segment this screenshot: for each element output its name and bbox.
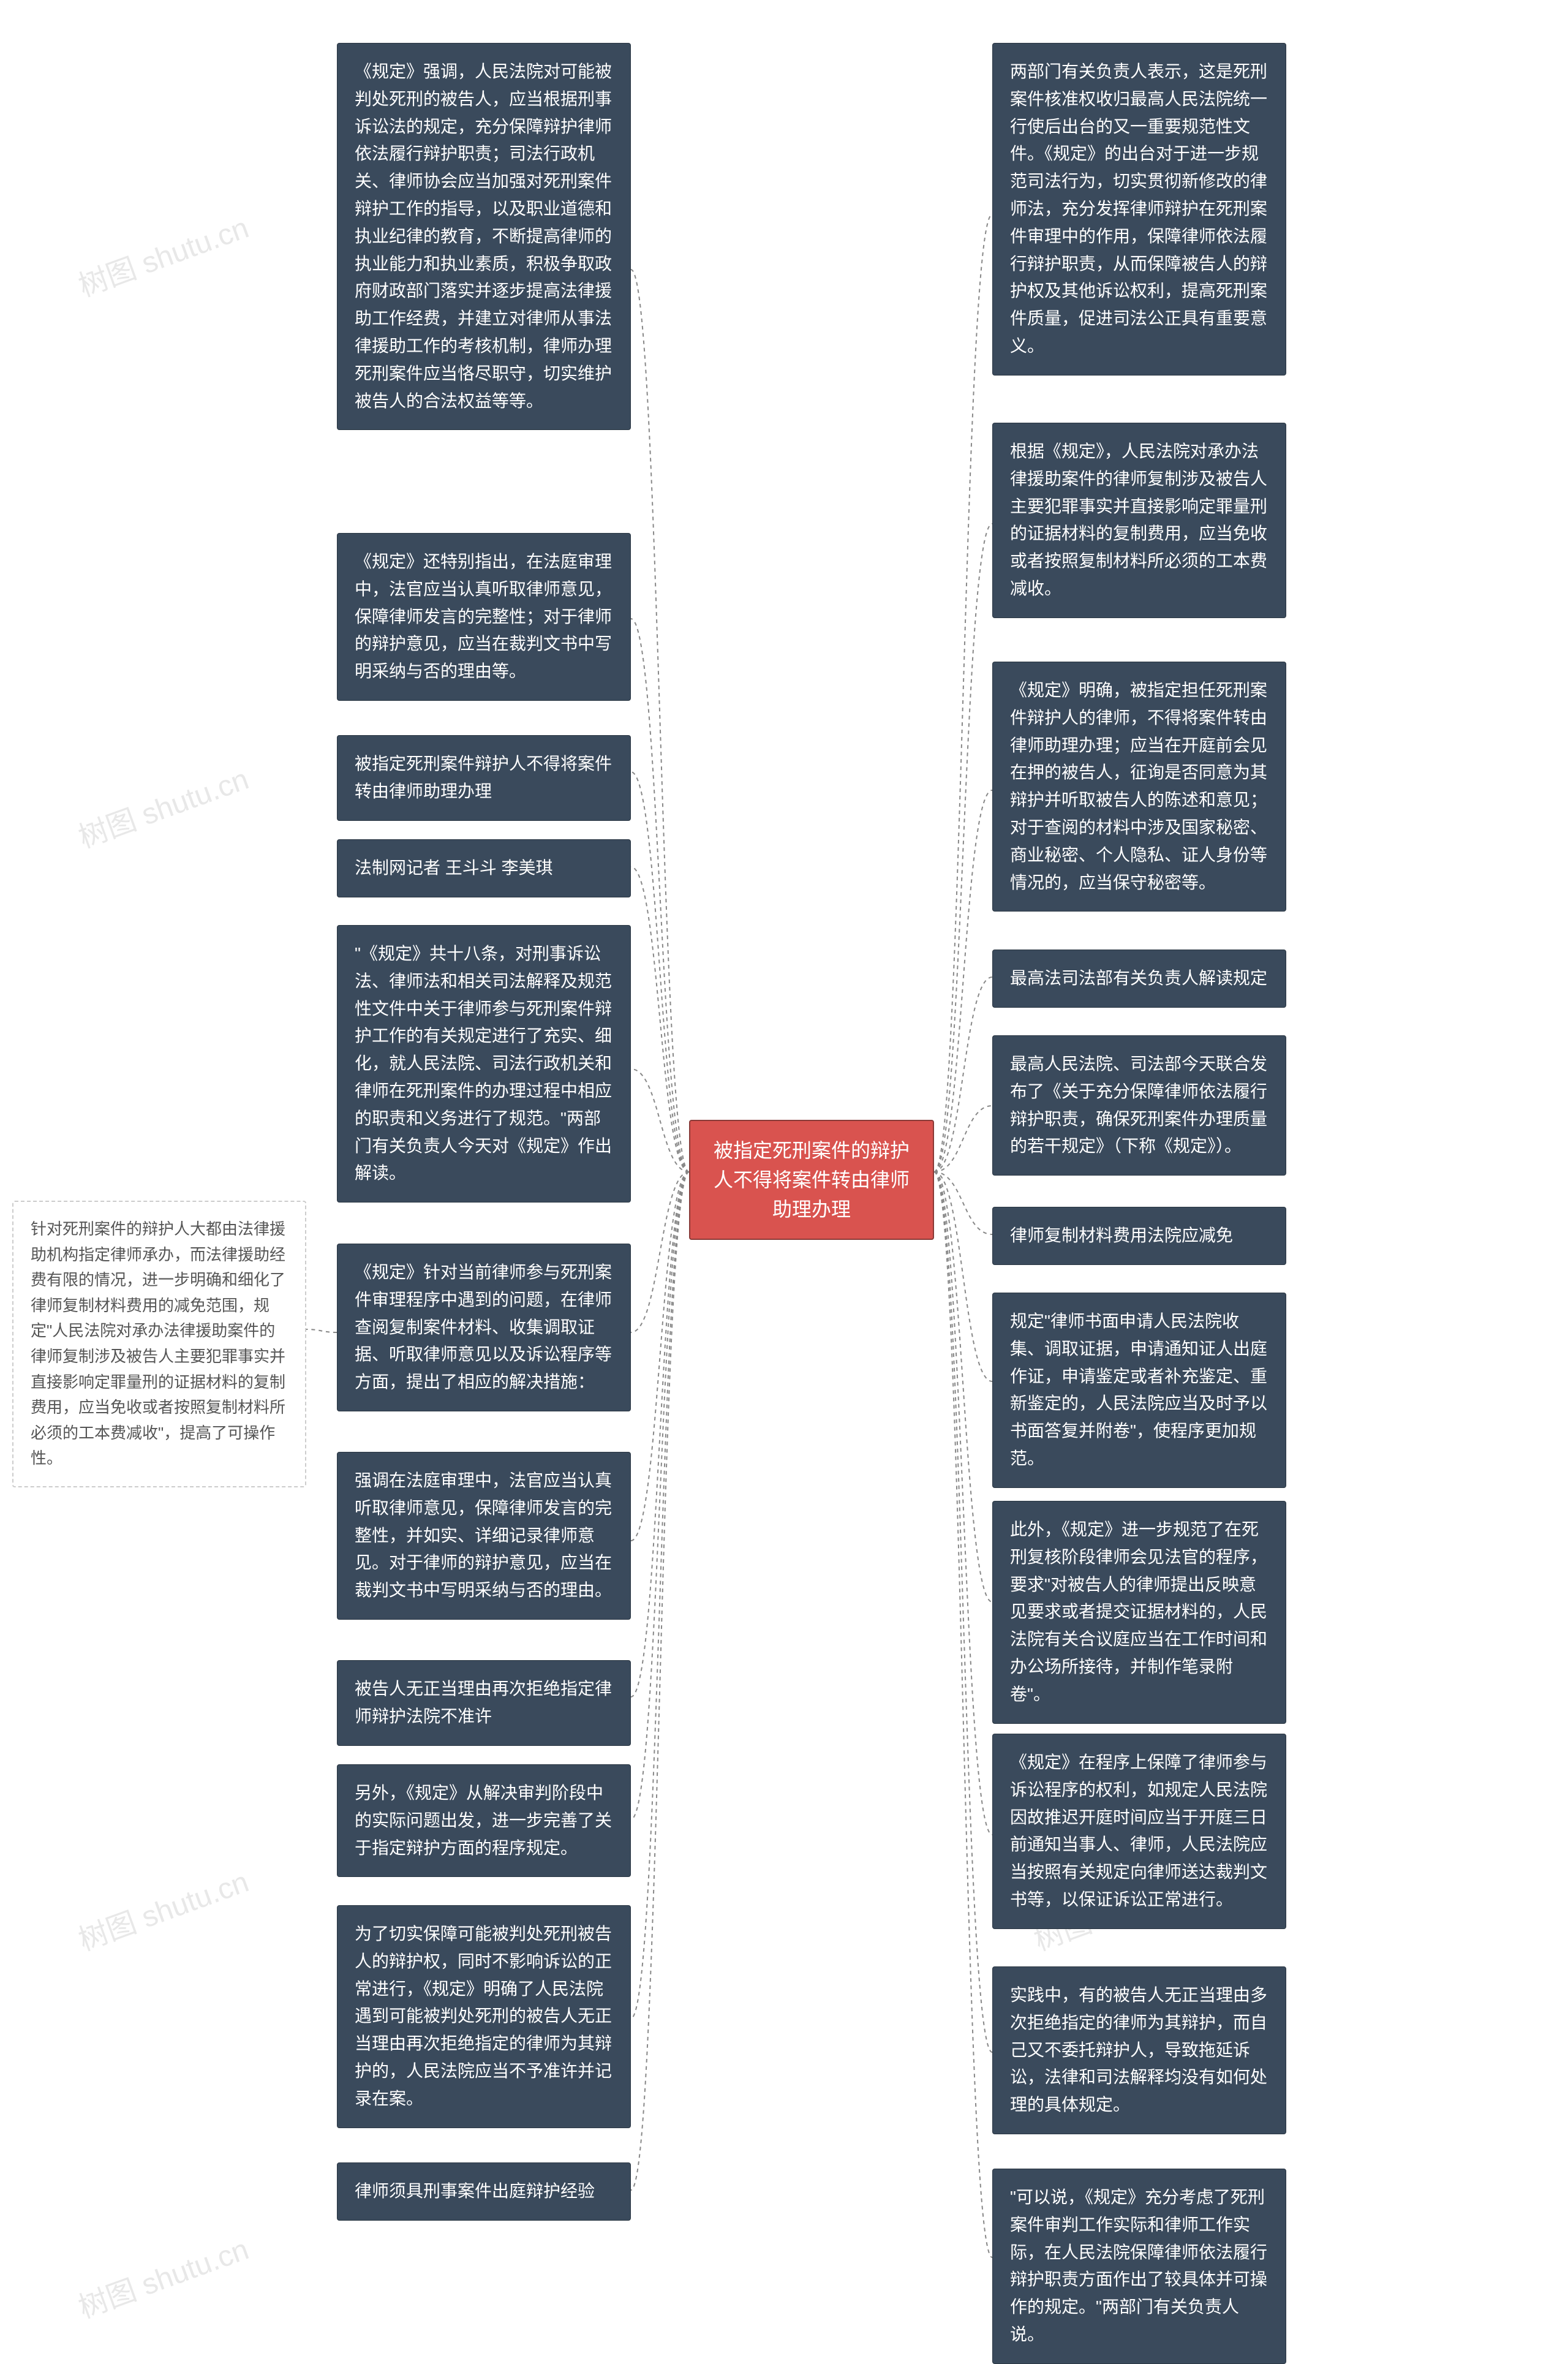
connector-line xyxy=(631,1172,689,1697)
mindmap-node: 为了切实保障可能被判处死刑被告人的辩护权，同时不影响诉讼的正常进行，《规定》明确… xyxy=(337,1905,631,2128)
mindmap-node: 针对死刑案件的辩护人大都由法律援助机构指定律师承办，而法律援助经费有限的情况，进… xyxy=(12,1201,306,1487)
connector-line xyxy=(631,1172,689,2190)
connector-line xyxy=(631,1172,689,1819)
mindmap-node: 律师须具刑事案件出庭辩护经验 xyxy=(337,2162,631,2221)
mindmap-node: "《规定》共十八条，对刑事诉讼法、律师法和相关司法解释及规范性文件中关于律师参与… xyxy=(337,925,631,1203)
connector-line xyxy=(631,1069,689,1172)
connector-line xyxy=(934,214,992,1172)
mindmap-node: 此外，《规定》进一步规范了在死刑复核阶段律师会见法官的程序，要求"对被告人的律师… xyxy=(992,1501,1286,1724)
mindmap-node: 另外，《规定》从解决审判阶段中的实际问题出发，进一步完善了关于指定辩护方面的程序… xyxy=(337,1764,631,1877)
watermark: 树图 shutu.cn xyxy=(72,2225,254,2326)
mindmap-node: 律师复制材料费用法院应减免 xyxy=(992,1207,1286,1265)
connector-line xyxy=(934,790,992,1172)
connector-line xyxy=(934,1172,992,2257)
mindmap-node: 被指定死刑案件辩护人不得将案件转由律师助理办理 xyxy=(337,735,631,821)
watermark: 树图 shutu.cn xyxy=(72,203,254,304)
mindmap-node: 《规定》针对当前律师参与死刑案件审理程序中遇到的问题，在律师查阅复制案件材料、收… xyxy=(337,1244,631,1411)
connector-line xyxy=(934,1106,992,1172)
mindmap-node: 被告人无正当理由再次拒绝指定律师辩护法院不准许 xyxy=(337,1660,631,1746)
connector-line xyxy=(631,619,689,1172)
mindmap-node: 根据《规定》，人民法院对承办法律援助案件的律师复制涉及被告人主要犯罪事实并直接影… xyxy=(992,423,1286,618)
mindmap-node: 强调在法庭审理中，法官应当认真听取律师意见，保障律师发言的完整性，并如实、详细记… xyxy=(337,1452,631,1620)
connector-line xyxy=(934,1172,992,1234)
mindmap-node: 实践中，有的被告人无正当理由多次拒绝指定的律师为其辩护，而自己又不委托辩护人，导… xyxy=(992,1966,1286,2134)
mindmap-node: 《规定》在程序上保障了律师参与诉讼程序的权利，如规定人民法院因故推迟开庭时间应当… xyxy=(992,1734,1286,1929)
connector-line xyxy=(306,1329,337,1332)
connector-line xyxy=(934,524,992,1172)
mindmap-node: 《规定》还特别指出，在法庭审理中，法官应当认真听取律师意见，保障律师发言的完整性… xyxy=(337,533,631,701)
connector-line xyxy=(631,270,689,1172)
connector-line xyxy=(934,1172,992,1381)
connector-line xyxy=(631,1172,689,2018)
mindmap-node: "可以说，《规定》充分考虑了死刑案件审判工作实际和律师工作实际，在人民法院保障律… xyxy=(992,2169,1286,2364)
mindmap-node: 两部门有关负责人表示，这是死刑案件核准权收归最高人民法院统一行使后出台的又一重要… xyxy=(992,43,1286,376)
mindmap-node: 最高法司法部有关负责人解读规定 xyxy=(992,950,1286,1008)
connector-line xyxy=(934,977,992,1172)
watermark: 树图 shutu.cn xyxy=(72,1857,254,1958)
connector-line xyxy=(631,867,689,1172)
mindmap-node: 法制网记者 王斗斗 李美琪 xyxy=(337,839,631,897)
connector-line xyxy=(631,1172,689,1332)
mindmap-node: 最高人民法院、司法部今天联合发布了《关于充分保障律师依法履行辩护职责，确保死刑案… xyxy=(992,1035,1286,1176)
watermark: 树图 shutu.cn xyxy=(72,755,254,856)
mindmap-node: 《规定》强调，人民法院对可能被判处死刑的被告人，应当根据刑事诉讼法的规定，充分保… xyxy=(337,43,631,430)
connector-line xyxy=(631,1172,689,1541)
mindmap-node: 《规定》明确，被指定担任死刑案件辩护人的律师，不得将案件转由律师助理办理；应当在… xyxy=(992,662,1286,912)
connector-line xyxy=(934,1172,992,1835)
mindmap-node: 规定"律师书面申请人民法院收集、调取证据，申请通知证人出庭作证，申请鉴定或者补充… xyxy=(992,1293,1286,1488)
connector-line xyxy=(934,1172,992,2052)
connector-line xyxy=(631,772,689,1172)
center-node: 被指定死刑案件的辩护人不得将案件转由律师助理办理 xyxy=(689,1120,934,1240)
connector-line xyxy=(934,1172,992,1602)
